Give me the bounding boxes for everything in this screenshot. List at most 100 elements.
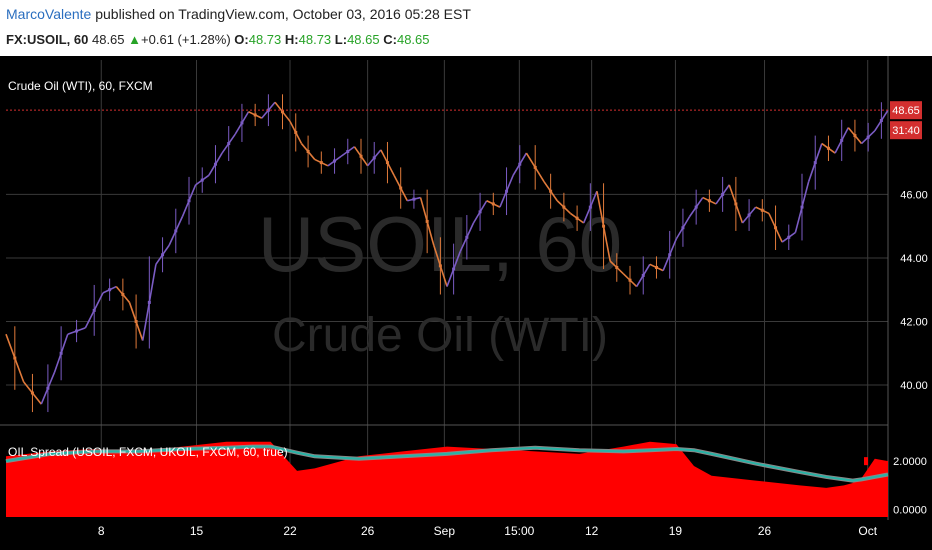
time-tick-label: 26 [361, 524, 375, 538]
price-point [549, 189, 553, 193]
price-point [13, 356, 17, 360]
last-price-tag-label: 48.65 [892, 105, 920, 117]
price-point [92, 308, 96, 312]
price-point [346, 149, 350, 153]
price-point [721, 192, 725, 196]
price-point [588, 205, 592, 209]
price-point [147, 300, 151, 304]
time-tick-label: 19 [669, 524, 683, 538]
price-point [478, 210, 482, 214]
price-point [372, 156, 376, 160]
time-tick-label: Oct [858, 524, 877, 538]
ma-line [5, 445, 889, 482]
price-point [187, 199, 191, 203]
price-axis[interactable]: 42.00 44.00 46.00 40.00 [900, 189, 928, 392]
price-point [465, 235, 469, 239]
price-tick-label: 42.00 [900, 316, 928, 328]
low-label: L: [334, 32, 348, 47]
time-tick-label: 15:00 [504, 524, 534, 538]
price-point [826, 146, 830, 150]
price-point [866, 135, 870, 139]
countdown-tag-label: 31:40 [892, 125, 920, 137]
price-point [452, 267, 456, 271]
open-value: 48.73 [248, 32, 282, 47]
last-price: 48.65 [91, 32, 125, 47]
price-point [734, 202, 738, 206]
price-point [266, 108, 270, 112]
price-point [59, 351, 63, 355]
price-point [412, 197, 416, 201]
price-change: +0.61 (+1.28%) [141, 32, 231, 47]
price-point [333, 159, 337, 163]
price-point [518, 162, 522, 166]
time-tick-label: 26 [758, 524, 772, 538]
price-point [628, 278, 632, 282]
time-tick-label: Sep [434, 524, 456, 538]
time-tick-label: 15 [190, 524, 204, 538]
spread-area [6, 441, 888, 517]
close-label: C: [383, 32, 397, 47]
price-point [319, 161, 323, 165]
open-label: O: [234, 32, 249, 47]
price-point [134, 319, 138, 323]
price-point [121, 292, 125, 296]
price-point [800, 205, 804, 209]
time-tick-label: 12 [585, 524, 599, 538]
price-point [575, 216, 579, 220]
price-point [306, 149, 310, 153]
price-point [174, 229, 178, 233]
price-point [774, 226, 778, 230]
price-tick-label: 40.00 [900, 380, 928, 392]
price-point [879, 119, 883, 123]
price-point [760, 208, 764, 212]
price-tick-label: 44.00 [900, 253, 928, 265]
price-point [641, 273, 645, 277]
time-tick-label: 8 [98, 524, 105, 538]
price-point [747, 213, 751, 217]
grid [0, 56, 889, 550]
published-text: published on TradingView.com, October 03… [95, 6, 471, 22]
time-axis-background [0, 520, 932, 550]
price-point [294, 130, 298, 134]
price-point [707, 199, 711, 203]
price-point [438, 264, 442, 268]
username-link[interactable]: MarcoValente [6, 6, 92, 22]
quote-line: FX:USOIL, 60 48.65 ▲+0.61 (+1.28%) O:48.… [6, 32, 430, 47]
price-point [681, 226, 685, 230]
spread-last-marker [864, 457, 868, 466]
time-tick-label: 22 [283, 524, 297, 538]
price-point [30, 391, 34, 395]
price-point [505, 189, 509, 193]
price-point [840, 138, 844, 142]
spread-tick-label: 2.0000 [893, 456, 927, 468]
high-label: H: [284, 32, 299, 47]
watermark-name: Crude Oil (WTI) [272, 309, 608, 362]
price-point [562, 205, 566, 209]
price-point [668, 253, 672, 257]
spread-axis[interactable]: 2.0000 0.0000 [893, 456, 927, 517]
price-point [491, 202, 495, 206]
publisher-line: MarcoValente published on TradingView.co… [6, 6, 471, 22]
triangle-up-icon: ▲ [128, 32, 142, 47]
price-point [227, 142, 231, 146]
price-tags: 48.65 31:40 [864, 101, 922, 466]
price-point [359, 154, 363, 158]
price-point [654, 265, 658, 269]
chart-canvas[interactable]: USOIL, 60 Crude Oil (WTI) Crude Oil (WTI… [0, 56, 932, 550]
price-point [253, 113, 257, 117]
price-series [5, 94, 889, 413]
last-price-tag [890, 101, 922, 120]
price-point [75, 329, 79, 333]
price-point [853, 134, 857, 138]
price-point [385, 161, 389, 165]
high-value: 48.73 [298, 32, 332, 47]
spread-pane-title: OIL Spread (USOIL, FXCM, UKOIL, FXCM, 60… [8, 445, 288, 459]
countdown-tag [890, 121, 922, 140]
price-point [213, 162, 217, 166]
price-point [615, 265, 619, 269]
time-axis[interactable]: 8 15 22 26 Sep 15:00 12 19 26 Oct [0, 520, 932, 550]
price-point [108, 288, 112, 292]
symbol-label: FX:USOIL, 60 [6, 32, 89, 47]
price-point [533, 165, 537, 169]
low-value: 48.65 [347, 32, 380, 47]
